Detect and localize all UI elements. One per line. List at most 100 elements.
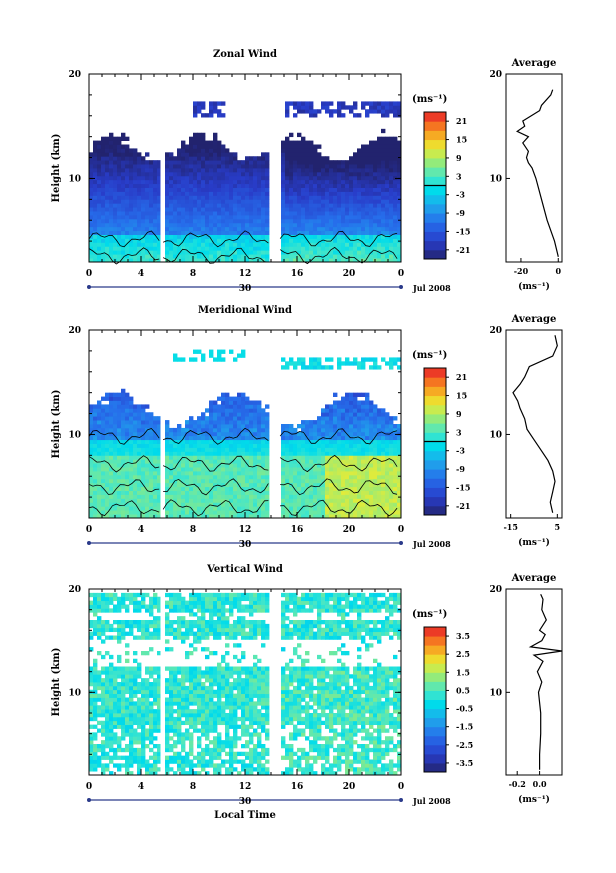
heatmap-cell	[393, 207, 398, 212]
heatmap-cell	[325, 455, 330, 460]
heatmap-cell	[117, 175, 122, 181]
heatmap-cell	[305, 179, 310, 185]
heatmap-cell	[181, 207, 186, 212]
heatmap-cell	[245, 420, 250, 425]
heatmap-cell	[177, 156, 182, 161]
heatmap-cell	[205, 199, 210, 204]
heatmap-cell	[193, 435, 198, 441]
heatmap-cell	[329, 168, 334, 173]
heatmap-cell	[101, 510, 106, 515]
heatmap-cell	[193, 144, 198, 149]
heatmap-cell	[133, 478, 138, 484]
heatmap-cell	[113, 404, 118, 409]
heatmap-cell	[281, 171, 286, 177]
heatmap-cell	[257, 242, 262, 247]
heatmap-cell	[341, 234, 346, 239]
heatmap-cell	[97, 207, 102, 212]
heatmap-cell	[169, 168, 174, 173]
heatmap-cell	[145, 412, 150, 417]
heatmap-cell	[93, 689, 98, 695]
heatmap-cell	[113, 486, 118, 491]
heatmap-cell	[233, 427, 238, 433]
heatmap-cell	[397, 148, 402, 153]
heatmap-cell	[341, 416, 346, 421]
heatmap-cell	[369, 187, 374, 192]
heatmap-cell	[309, 514, 314, 519]
heatmap-cell	[253, 412, 258, 417]
heatmap-cell	[97, 191, 102, 196]
heatmap-cell	[373, 494, 378, 499]
heatmap-cell	[329, 187, 334, 192]
heatmap-cell	[105, 623, 110, 629]
heatmap-cell	[357, 207, 362, 212]
heatmap-cell	[281, 246, 286, 251]
heatmap-cell	[313, 451, 318, 456]
heatmap-cell	[253, 226, 258, 232]
heatmap-cell	[373, 101, 378, 106]
heatmap-cell	[257, 226, 262, 232]
heatmap-cell	[317, 168, 322, 173]
heatmap-cell	[301, 148, 306, 153]
heatmap-cell	[329, 218, 334, 224]
heatmap-cell	[105, 482, 110, 488]
heatmap-cell	[101, 506, 106, 511]
heatmap-cell	[373, 486, 378, 491]
heatmap-cell	[397, 164, 402, 169]
heatmap-cell	[245, 416, 250, 421]
heatmap-cell	[377, 136, 382, 141]
heatmap-cell	[325, 168, 330, 173]
heatmap-cell	[109, 250, 114, 255]
heatmap-cell	[373, 435, 378, 441]
heatmap-cell	[373, 242, 378, 247]
heatmap-cell	[281, 490, 286, 495]
heatmap-cell	[329, 443, 334, 448]
heatmap-cell	[393, 242, 398, 247]
heatmap-cell	[365, 171, 370, 177]
heatmap-cell	[329, 424, 334, 429]
heatmap-cell	[169, 451, 174, 456]
heatmap-cell	[125, 148, 130, 153]
heatmap-cell	[197, 424, 202, 429]
heatmap-cell	[137, 160, 142, 165]
heatmap-cell	[141, 474, 146, 480]
heatmap-cell	[293, 238, 298, 243]
heatmap-cell	[201, 471, 206, 476]
heatmap-cell	[93, 490, 98, 495]
heatmap-cell	[101, 654, 106, 660]
heatmap-cell	[109, 478, 114, 484]
heatmap-cell	[137, 234, 142, 239]
heatmap-cell	[113, 709, 118, 714]
heatmap-cell	[205, 471, 210, 476]
heatmap-cell	[361, 400, 366, 405]
heatmap-cell	[217, 152, 222, 157]
heatmap-cell	[333, 494, 338, 499]
heatmap-cell	[361, 211, 366, 216]
heatmap-cell	[241, 490, 246, 495]
heatmap-cell	[109, 211, 114, 216]
heatmap-cell	[149, 222, 154, 228]
heatmap-cell	[149, 416, 154, 421]
heatmap-cell	[221, 490, 226, 495]
heatmap-cell	[101, 701, 106, 706]
heatmap-cell	[381, 168, 386, 173]
heatmap-cell	[149, 424, 154, 429]
heatmap-cell	[261, 424, 266, 429]
heatmap-cell	[301, 238, 306, 243]
heatmap-cell	[281, 152, 286, 157]
heatmap-cell	[337, 234, 342, 239]
heatmap-cell	[357, 478, 362, 484]
heatmap-cell	[341, 455, 346, 460]
heatmap-cell	[385, 490, 390, 495]
heatmap-cell	[117, 164, 122, 169]
heatmap-cell	[381, 101, 386, 106]
heatmap-cell	[165, 179, 170, 185]
heatmap-cell	[189, 199, 194, 204]
heatmap-cell	[205, 420, 210, 425]
heatmap-cell	[289, 222, 294, 228]
heatmap-cell	[293, 435, 298, 441]
heatmap-cell	[349, 175, 354, 181]
heatmap-cell	[213, 258, 218, 263]
heatmap-cell	[393, 455, 398, 460]
heatmap-cell	[101, 230, 106, 235]
heatmap-cell	[321, 443, 326, 448]
